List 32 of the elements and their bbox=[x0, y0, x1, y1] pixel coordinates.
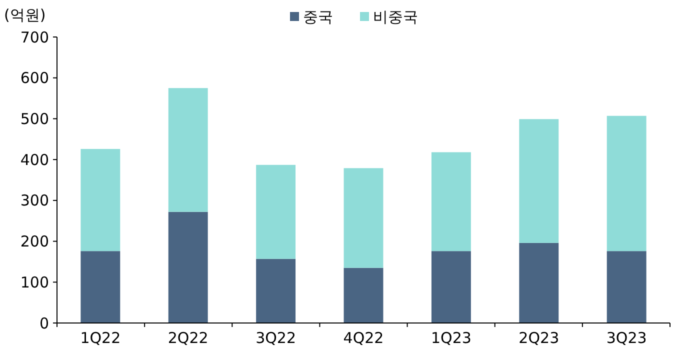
x-tick-label: 2Q23 bbox=[518, 329, 560, 347]
bar bbox=[256, 258, 296, 323]
bar bbox=[168, 88, 208, 212]
bar bbox=[344, 268, 384, 323]
y-axis-title: (억원) bbox=[4, 6, 46, 24]
y-tick-label: 200 bbox=[20, 232, 49, 251]
x-tick-label: 1Q22 bbox=[80, 329, 121, 347]
y-tick-label: 700 bbox=[20, 28, 49, 46]
bar bbox=[431, 152, 471, 252]
y-tick-label: 600 bbox=[20, 69, 49, 88]
y-tick-label: 500 bbox=[20, 110, 49, 128]
bar bbox=[519, 119, 559, 243]
x-tick-label: 4Q22 bbox=[343, 329, 384, 347]
bar bbox=[344, 168, 384, 268]
bar bbox=[80, 148, 120, 252]
legend-label: 비중국 bbox=[373, 8, 418, 26]
bar bbox=[80, 251, 120, 323]
bar bbox=[519, 242, 559, 323]
x-tick-label: 3Q23 bbox=[606, 329, 647, 347]
bar bbox=[256, 164, 296, 259]
y-tick-label: 0 bbox=[39, 314, 49, 332]
bar bbox=[606, 251, 646, 323]
bar bbox=[431, 251, 471, 323]
bar bbox=[606, 116, 646, 252]
y-tick-label: 300 bbox=[20, 192, 49, 210]
y-tick-label: 400 bbox=[20, 150, 49, 169]
legend-label: 중국 bbox=[303, 8, 333, 26]
bar bbox=[168, 212, 208, 323]
x-tick-label: 3Q22 bbox=[256, 329, 296, 347]
x-tick-label: 2Q22 bbox=[168, 329, 208, 347]
x-tick-label: 1Q23 bbox=[430, 329, 472, 347]
y-tick-label: 100 bbox=[20, 273, 49, 292]
